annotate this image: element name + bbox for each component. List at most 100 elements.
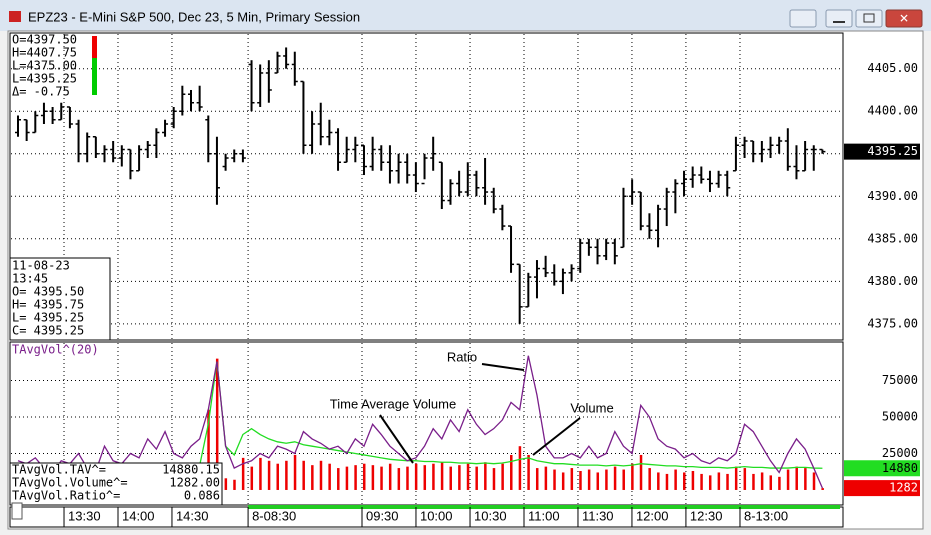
volume-bar [795, 466, 798, 490]
y-tick-label: 4380.00 [867, 274, 918, 288]
volume-bar [267, 460, 271, 490]
volume-bar [769, 475, 773, 490]
volume-bar [371, 465, 375, 490]
info-line: L=4395.25 [12, 72, 77, 86]
info-line: L=4375.00 [12, 59, 77, 73]
volume-bar [527, 454, 530, 490]
info-line: Δ= -0.75 [12, 85, 70, 99]
volume-bar [311, 465, 314, 490]
volume-bar [683, 472, 686, 490]
volume-bar [752, 473, 755, 490]
volume-bar [631, 463, 634, 490]
maximize-button[interactable] [855, 9, 883, 28]
volume-bar [518, 446, 522, 490]
y-tick-label: 4385.00 [867, 231, 918, 245]
legend-value: 14880.15 [162, 463, 220, 477]
minimize-button[interactable] [825, 9, 853, 28]
volume-bar [250, 466, 254, 490]
link-button[interactable] [789, 9, 817, 28]
legend-value: 1282.00 [169, 476, 220, 490]
volume-bar [726, 473, 729, 490]
volume-bar [708, 475, 712, 490]
volume-bar [302, 460, 305, 490]
volume-bar [622, 469, 625, 490]
value-tag-label: 1282 [889, 481, 918, 495]
volume-bar [510, 454, 513, 490]
x-tick-label: 14:30 [176, 508, 209, 523]
last-price-label: 4395.25 [867, 144, 918, 158]
value-tag [844, 460, 920, 477]
annotation: Volume [570, 400, 613, 415]
value-tag [844, 480, 920, 497]
info-line: O=4397.50 [12, 33, 77, 47]
legend-name: TAvgVol.TAV^= [12, 463, 106, 477]
annotation: Time Average Volume [330, 396, 456, 411]
volume-bar [328, 463, 331, 490]
window-title: EPZ23 - E-Mini S&P 500, Dec 23, 5 Min, P… [28, 9, 360, 24]
range-gauge-down [92, 58, 97, 95]
legend-name: TAvgVol.Volume^= [12, 476, 128, 490]
volume-bar [397, 468, 401, 490]
volume-bar [657, 472, 660, 490]
annotation-arrow [532, 417, 581, 456]
x-tick-label: 11:00 [528, 508, 560, 523]
volume-bar [345, 466, 349, 490]
x-tick-label: 8-13:00 [744, 508, 788, 523]
volume-bar [293, 454, 297, 490]
overlays: 13:30 14:00 14:30 8-08:30 09:30 10:00 10:30 11:… [12, 33, 920, 527]
volume-bar [501, 463, 504, 490]
volume-bar [362, 463, 366, 490]
info-line: H=4407.75 [12, 46, 77, 60]
cursor-line: C= 4395.25 [12, 324, 84, 338]
volume-bar [648, 468, 651, 490]
y-tick-label: 4390.00 [867, 189, 918, 203]
volume-bar [821, 488, 824, 490]
volume-bar [561, 472, 565, 490]
scroll-handle[interactable] [11, 502, 23, 520]
y-tick-label: 4405.00 [867, 61, 918, 75]
volume-bar [639, 454, 643, 490]
close-button[interactable] [885, 9, 923, 28]
y-tick-label: 50000 [882, 410, 918, 424]
volume-bar [605, 469, 608, 490]
volume-bar [579, 470, 582, 490]
indicator-line [17, 355, 824, 489]
x-tick-label: 11:30 [582, 508, 614, 523]
volume-bar [760, 472, 764, 490]
x-tick-label: 10:00 [420, 508, 453, 523]
cursor-line: O= 4395.50 [12, 285, 84, 299]
volume-bar [388, 463, 392, 490]
annotation-arrow [481, 363, 525, 371]
app-icon [9, 11, 21, 22]
volume-bar [241, 457, 245, 490]
volume-bar [665, 473, 669, 490]
volume-bar [406, 466, 409, 490]
x-tick-label: 09:30 [366, 508, 399, 523]
volume-bar [458, 465, 461, 490]
volume-bar [337, 468, 340, 490]
y-tick-label: 25000 [882, 446, 918, 460]
price-panel [9, 32, 844, 341]
volume-bar [734, 466, 738, 490]
annotation: Ratio [447, 349, 477, 364]
scroll-indicator[interactable] [248, 505, 840, 509]
last-price-tag [844, 143, 920, 160]
volume-bar [743, 468, 747, 490]
volume-bar [475, 466, 478, 490]
volume-bar [570, 468, 574, 490]
y-tick-label: 4400.00 [867, 104, 918, 118]
volume-bar [233, 479, 236, 490]
volume-bar [215, 358, 219, 490]
volume-bar [259, 457, 262, 490]
title-bar [0, 0, 931, 31]
volume-bar [380, 466, 383, 490]
volume-bar [778, 476, 781, 490]
volume-bar [276, 463, 279, 490]
volume-bar [432, 463, 435, 490]
value-tag-label: 14880 [882, 461, 918, 475]
x-tick-label: 14:00 [122, 508, 155, 523]
plots [11, 34, 842, 504]
x-tick-label: 12:30 [690, 508, 723, 523]
annotation-arrow [379, 414, 414, 464]
maximize-icon [863, 13, 875, 23]
